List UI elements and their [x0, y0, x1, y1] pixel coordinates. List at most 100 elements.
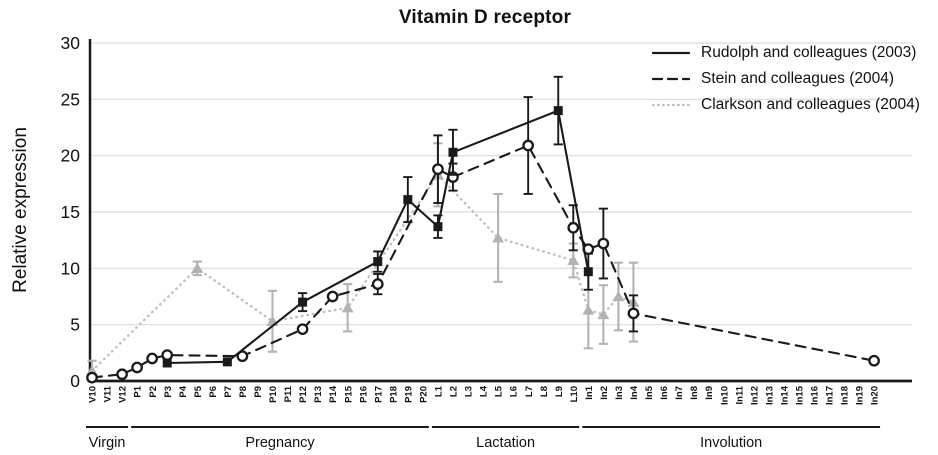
data-point-circle — [522, 139, 535, 152]
x-tick-label: P14 — [328, 385, 339, 403]
group-label: Virgin — [89, 435, 126, 451]
data-point-triangle — [266, 315, 279, 326]
x-tick-label: L9 — [554, 386, 565, 397]
x-tick-label: P6 — [208, 386, 219, 398]
data-point-circle — [627, 307, 640, 320]
x-tick-label: P7 — [223, 386, 234, 398]
x-tick-label: In9 — [704, 386, 715, 400]
x-tick-label: V10 — [88, 386, 99, 403]
x-tick-label: P2 — [148, 386, 159, 398]
x-tick-label: In10 — [719, 386, 730, 405]
y-tick-label: 10 — [61, 258, 81, 278]
data-point-triangle — [492, 232, 505, 243]
x-tick-label: P8 — [238, 386, 249, 398]
data-point-square — [553, 106, 563, 116]
data-point-circle — [432, 163, 444, 176]
x-tick-label: L10 — [569, 386, 580, 402]
x-tick-label: P15 — [343, 385, 354, 403]
x-tick-label: In17 — [825, 386, 836, 405]
x-tick-label: P5 — [193, 385, 204, 397]
data-point-triangle — [567, 254, 580, 266]
data-point-triangle — [191, 262, 204, 273]
data-point-circle — [371, 278, 384, 290]
x-tick-label: P4 — [178, 385, 189, 397]
x-tick-label: P19 — [403, 386, 414, 403]
chart-title: Vitamin D receptor — [398, 7, 572, 28]
legend-line-sample — [652, 77, 690, 81]
x-tick-label: In15 — [794, 385, 805, 405]
x-tick-label: In2 — [599, 386, 610, 400]
data-point-circle — [116, 368, 128, 381]
legend-label: Rudolph and colleagues (2003) — [701, 44, 917, 61]
x-tick-label: P9 — [253, 386, 264, 398]
data-point-circle — [146, 352, 159, 365]
x-tick-label: In7 — [674, 386, 685, 400]
x-tick-label: P20 — [418, 386, 429, 403]
data-point-square — [162, 358, 172, 368]
legend: Rudolph and colleagues (2003) Stein and c… — [652, 40, 920, 118]
y-tick-label: 0 — [70, 371, 80, 391]
x-tick-label: P16 — [358, 386, 369, 403]
x-tick-label: P18 — [388, 386, 399, 403]
data-point-circle — [131, 361, 143, 374]
x-tick-label: L2 — [449, 386, 460, 397]
legend-line-sample — [652, 51, 690, 55]
x-tick-label: P3 — [163, 386, 174, 398]
data-point-square — [403, 195, 413, 205]
x-tick-label: L3 — [464, 386, 475, 397]
data-point-circle — [868, 354, 880, 367]
x-tick-label: In13 — [764, 386, 775, 405]
x-tick-label: In1 — [584, 385, 595, 399]
x-tick-label: In4 — [629, 385, 640, 399]
x-tick-label: L4 — [479, 385, 490, 397]
x-tick-label: L7 — [524, 386, 535, 397]
y-tick-label: 25 — [61, 89, 80, 109]
data-point-circle — [326, 290, 339, 303]
legend-item: Rudolph and colleagues (2003) — [652, 40, 920, 66]
x-tick-label: In8 — [689, 386, 700, 400]
data-point-triangle — [341, 302, 354, 313]
data-point-square — [583, 267, 593, 277]
data-point-square — [448, 147, 458, 157]
data-point-circle — [597, 237, 610, 250]
x-tick-label: In20 — [870, 386, 881, 405]
data-point-triangle — [612, 290, 625, 302]
x-tick-label: P17 — [373, 386, 384, 403]
data-point-circle — [296, 323, 309, 336]
group-label: Involution — [700, 435, 762, 451]
group-label: Pregnancy — [245, 435, 315, 451]
x-tick-label: L5 — [494, 385, 505, 397]
x-tick-label: P1 — [133, 385, 144, 397]
x-tick-label: In14 — [779, 385, 790, 405]
x-tick-label: In6 — [659, 386, 670, 400]
data-point-triangle — [597, 308, 610, 320]
series-line — [90, 144, 876, 379]
data-point-square — [433, 222, 443, 232]
x-tick-label: In11 — [734, 385, 745, 404]
x-tick-label: In18 — [840, 386, 851, 405]
group-label: Lactation — [476, 435, 535, 451]
x-tick-label: In16 — [810, 386, 821, 405]
y-axis-label: Relative expression — [10, 127, 31, 293]
x-tick-label: P10 — [268, 386, 279, 403]
data-point-triangle — [582, 304, 595, 315]
y-tick-label: 15 — [61, 202, 80, 222]
data-point-circle — [161, 349, 174, 361]
legend-item: Clarkson and colleagues (2004) — [652, 92, 920, 118]
legend-item: Stein and colleagues (2004) — [652, 66, 920, 92]
data-point-circle — [236, 350, 249, 363]
x-tick-label: In3 — [614, 386, 625, 400]
x-tick-label: P13 — [313, 386, 324, 403]
data-point-square — [222, 357, 232, 367]
data-point-circle — [86, 371, 98, 384]
data-point-circle — [567, 221, 580, 234]
legend-line-sample — [652, 103, 690, 107]
x-tick-label: L8 — [539, 386, 550, 397]
data-point-square — [373, 257, 383, 267]
x-tick-label: L1 — [434, 385, 445, 397]
data-point-square — [298, 297, 308, 307]
x-tick-label: In5 — [644, 385, 655, 399]
legend-label: Stein and colleagues (2004) — [701, 70, 895, 87]
